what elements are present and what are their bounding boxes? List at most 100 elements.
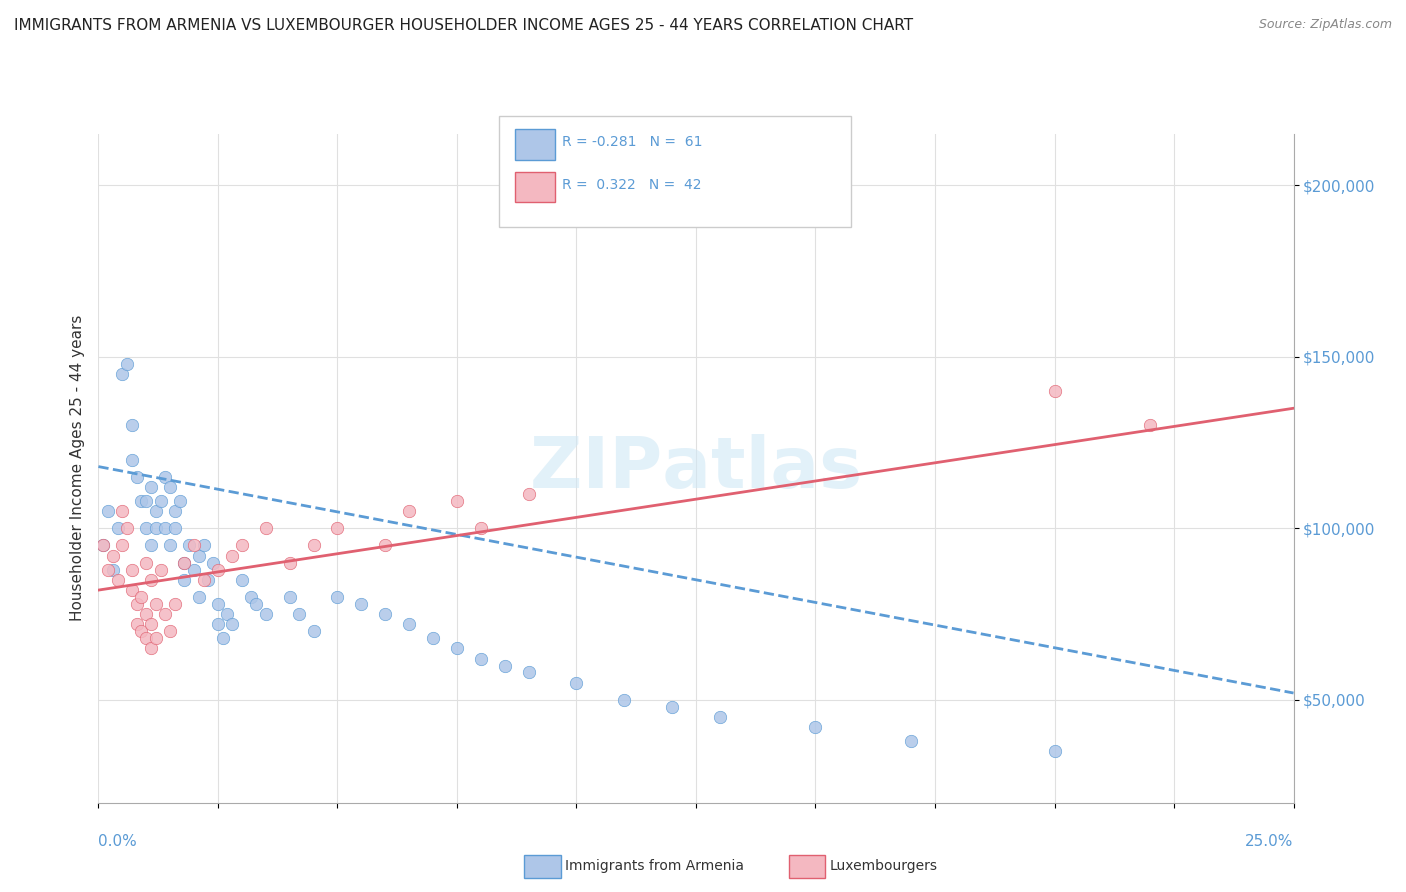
Point <box>900 734 922 748</box>
Point <box>211 631 233 645</box>
Point <box>202 556 225 570</box>
Point <box>350 597 373 611</box>
Point <box>398 504 420 518</box>
Point <box>217 607 239 621</box>
Text: R =  0.322   N =  42: R = 0.322 N = 42 <box>562 178 702 192</box>
Point <box>163 597 186 611</box>
Point <box>131 624 153 639</box>
Point <box>139 480 162 494</box>
Point <box>565 675 588 690</box>
Point <box>155 470 177 484</box>
Point <box>613 693 636 707</box>
Point <box>326 590 349 604</box>
Point <box>470 651 492 665</box>
Point <box>207 562 229 576</box>
Point <box>135 607 157 621</box>
Point <box>139 641 162 656</box>
Point <box>111 504 134 518</box>
Point <box>107 573 129 587</box>
Point <box>221 549 243 563</box>
Point <box>278 590 301 604</box>
Point <box>221 617 243 632</box>
Point <box>197 573 219 587</box>
Point <box>145 504 167 518</box>
Point <box>183 539 205 553</box>
Point <box>374 607 396 621</box>
Point <box>326 521 349 535</box>
Point <box>254 607 277 621</box>
Point <box>517 665 540 680</box>
Point <box>107 521 129 535</box>
Text: Source: ZipAtlas.com: Source: ZipAtlas.com <box>1258 18 1392 31</box>
Point <box>193 539 215 553</box>
Text: Luxembourgers: Luxembourgers <box>830 859 938 873</box>
Point <box>149 562 172 576</box>
Point <box>111 367 134 381</box>
Point <box>139 617 162 632</box>
Point <box>91 539 114 553</box>
Point <box>139 573 162 587</box>
Point <box>159 480 181 494</box>
Point <box>187 590 209 604</box>
Text: 0.0%: 0.0% <box>98 834 138 849</box>
Text: IMMIGRANTS FROM ARMENIA VS LUXEMBOURGER HOUSEHOLDER INCOME AGES 25 - 44 YEARS CO: IMMIGRANTS FROM ARMENIA VS LUXEMBOURGER … <box>14 18 912 33</box>
Point <box>121 562 143 576</box>
Point <box>231 573 253 587</box>
Y-axis label: Householder Income Ages 25 - 44 years: Householder Income Ages 25 - 44 years <box>69 315 84 622</box>
Point <box>121 583 143 598</box>
Point <box>288 607 311 621</box>
Point <box>183 562 205 576</box>
Point <box>159 539 181 553</box>
Text: R = -0.281   N =  61: R = -0.281 N = 61 <box>562 135 703 149</box>
Point <box>125 470 148 484</box>
Point <box>278 556 301 570</box>
Point <box>494 658 516 673</box>
Point <box>398 617 420 632</box>
Point <box>163 504 186 518</box>
Point <box>661 699 683 714</box>
Point <box>804 720 827 734</box>
Point <box>91 539 114 553</box>
Point <box>254 521 277 535</box>
Point <box>517 487 540 501</box>
Point <box>709 710 731 724</box>
Point <box>121 452 143 467</box>
Point <box>135 494 157 508</box>
Point <box>115 521 138 535</box>
Point <box>374 539 396 553</box>
Point <box>125 617 148 632</box>
Point <box>173 573 195 587</box>
Point <box>101 562 124 576</box>
Point <box>245 597 267 611</box>
Point <box>302 624 325 639</box>
Point <box>446 641 468 656</box>
Point <box>97 562 120 576</box>
Point <box>145 631 167 645</box>
Point <box>173 556 195 570</box>
Point <box>131 494 153 508</box>
Point <box>193 573 215 587</box>
Point <box>187 549 209 563</box>
Point <box>145 521 167 535</box>
Point <box>139 539 162 553</box>
Point <box>135 631 157 645</box>
Point <box>135 521 157 535</box>
Point <box>207 597 229 611</box>
Text: ZIP​atlas: ZIP​atlas <box>530 434 862 503</box>
Point <box>111 539 134 553</box>
Point <box>145 597 167 611</box>
Point <box>470 521 492 535</box>
Point <box>163 521 186 535</box>
Point <box>121 418 143 433</box>
Point <box>1139 418 1161 433</box>
Point <box>115 357 138 371</box>
Text: Immigrants from Armenia: Immigrants from Armenia <box>565 859 744 873</box>
Point <box>173 556 195 570</box>
Point <box>155 521 177 535</box>
Text: 25.0%: 25.0% <box>1246 834 1294 849</box>
Point <box>125 597 148 611</box>
Point <box>169 494 191 508</box>
Point <box>179 539 201 553</box>
Point <box>446 494 468 508</box>
Point <box>155 607 177 621</box>
